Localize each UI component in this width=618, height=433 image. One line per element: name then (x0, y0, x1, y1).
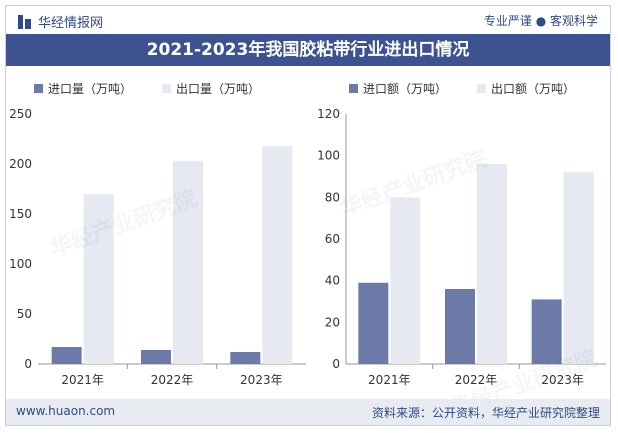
legend-item-export-volume: 出口量（万吨） (162, 80, 260, 97)
x-tick-label: 2023年 (240, 373, 283, 387)
x-tick-label: 2021年 (61, 373, 104, 387)
legend-item-import-value: 进口额（万吨） (349, 80, 447, 97)
y-tick-label: 150 (9, 207, 32, 221)
bar-export (173, 161, 203, 364)
y-tick-label: 0 (332, 357, 340, 371)
bar-import (51, 347, 82, 364)
x-tick-label: 2022年 (455, 373, 498, 387)
chart-title: 2021-2023年我国胶粘带行业进出口情况 (6, 34, 610, 66)
legend-label: 进口额（万吨） (363, 82, 448, 96)
legend-label: 进口量（万吨） (48, 82, 133, 96)
legend-swatch (162, 84, 172, 93)
y-tick-label: 120 (317, 107, 340, 121)
bar-import (141, 350, 171, 364)
y-tick-label: 80 (325, 190, 340, 204)
footer-site: www.huaon.com (16, 404, 116, 418)
legend-label: 出口量（万吨） (176, 82, 261, 96)
y-tick-label: 20 (325, 315, 340, 329)
y-tick-label: 60 (325, 232, 340, 246)
y-tick-label: 200 (9, 157, 32, 171)
footer-source: 资料来源：公开资料，华经产业研究院整理 (371, 406, 600, 420)
bar-import (531, 299, 562, 364)
bar-export (477, 164, 507, 364)
legend-swatch (477, 84, 487, 93)
x-tick-label: 2021年 (368, 373, 411, 387)
y-tick-label: 0 (24, 357, 32, 371)
legend-swatch (349, 84, 358, 93)
x-tick-label: 2023年 (541, 373, 584, 387)
top-bar: 华经情报网 专业严谨 ● 客观科学 (6, 6, 610, 34)
logo-icon (18, 14, 32, 29)
bar-import (358, 282, 389, 364)
legend-left: 进口量（万吨） 出口量（万吨） (34, 80, 260, 97)
bar-export (83, 194, 114, 364)
bar-import (445, 289, 475, 364)
brand-name: 华经情报网 (38, 16, 104, 31)
tagline: 专业严谨 ● 客观科学 (483, 14, 598, 28)
y-tick-label: 100 (9, 257, 32, 271)
y-tick-label: 50 (17, 307, 32, 321)
legend-label: 出口额（万吨） (491, 82, 576, 96)
bar-export (390, 197, 421, 364)
y-tick-label: 250 (9, 107, 32, 121)
x-tick-label: 2022年 (151, 373, 194, 387)
legend-swatch (34, 84, 43, 93)
bar-export (262, 146, 293, 364)
brand: 华经情报网 (18, 12, 103, 31)
bar-export (563, 172, 594, 364)
y-tick-label: 100 (317, 149, 340, 163)
legend-item-import-volume: 进口量（万吨） (34, 80, 132, 97)
chart-left: 0 50 100 150 200 250 2021年 2022年 2023年 0 20 40 60 80 1… (9, 107, 606, 387)
legend-item-export-value: 出口额（万吨） (477, 80, 575, 97)
bar-import (230, 352, 261, 364)
y-tick-label: 40 (325, 274, 340, 288)
legend-right: 进口额（万吨） 出口额（万吨） (349, 80, 575, 97)
footer: www.huaon.com 资料来源：公开资料，华经产业研究院整理 (6, 399, 610, 425)
chart-frame: 华经情报网 专业严谨 ● 客观科学 2021-2023年我国胶粘带行业进出口情况… (5, 5, 611, 426)
